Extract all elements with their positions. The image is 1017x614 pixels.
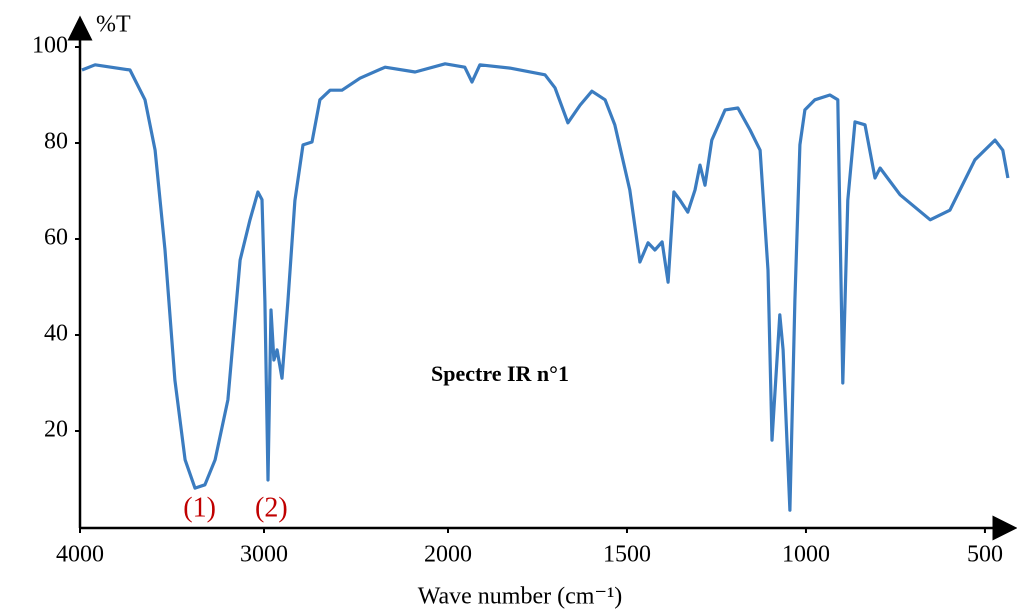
x-axis-label: Wave number (cm⁻¹) bbox=[418, 584, 623, 610]
y-tick-label: 40 bbox=[44, 321, 68, 347]
y-axis-label: %T bbox=[96, 12, 131, 38]
annotation: (2) bbox=[255, 492, 288, 523]
x-tick-label: 1000 bbox=[782, 542, 830, 568]
annotation: (1) bbox=[183, 492, 216, 523]
x-tick-label: 3000 bbox=[240, 542, 288, 568]
x-tick-label: 1500 bbox=[603, 542, 651, 568]
x-tick-label: 2000 bbox=[424, 542, 472, 568]
x-tick-label: 500 bbox=[967, 542, 1003, 568]
y-tick-label: 60 bbox=[44, 225, 68, 251]
y-tick-label: 80 bbox=[44, 129, 68, 155]
chart-title: Spectre IR n°1 bbox=[431, 361, 569, 386]
spectrum-line bbox=[81, 62, 1010, 512]
x-tick-label: 4000 bbox=[56, 542, 104, 568]
y-tick-label: 100 bbox=[32, 33, 68, 59]
y-tick-label: 20 bbox=[44, 417, 68, 443]
